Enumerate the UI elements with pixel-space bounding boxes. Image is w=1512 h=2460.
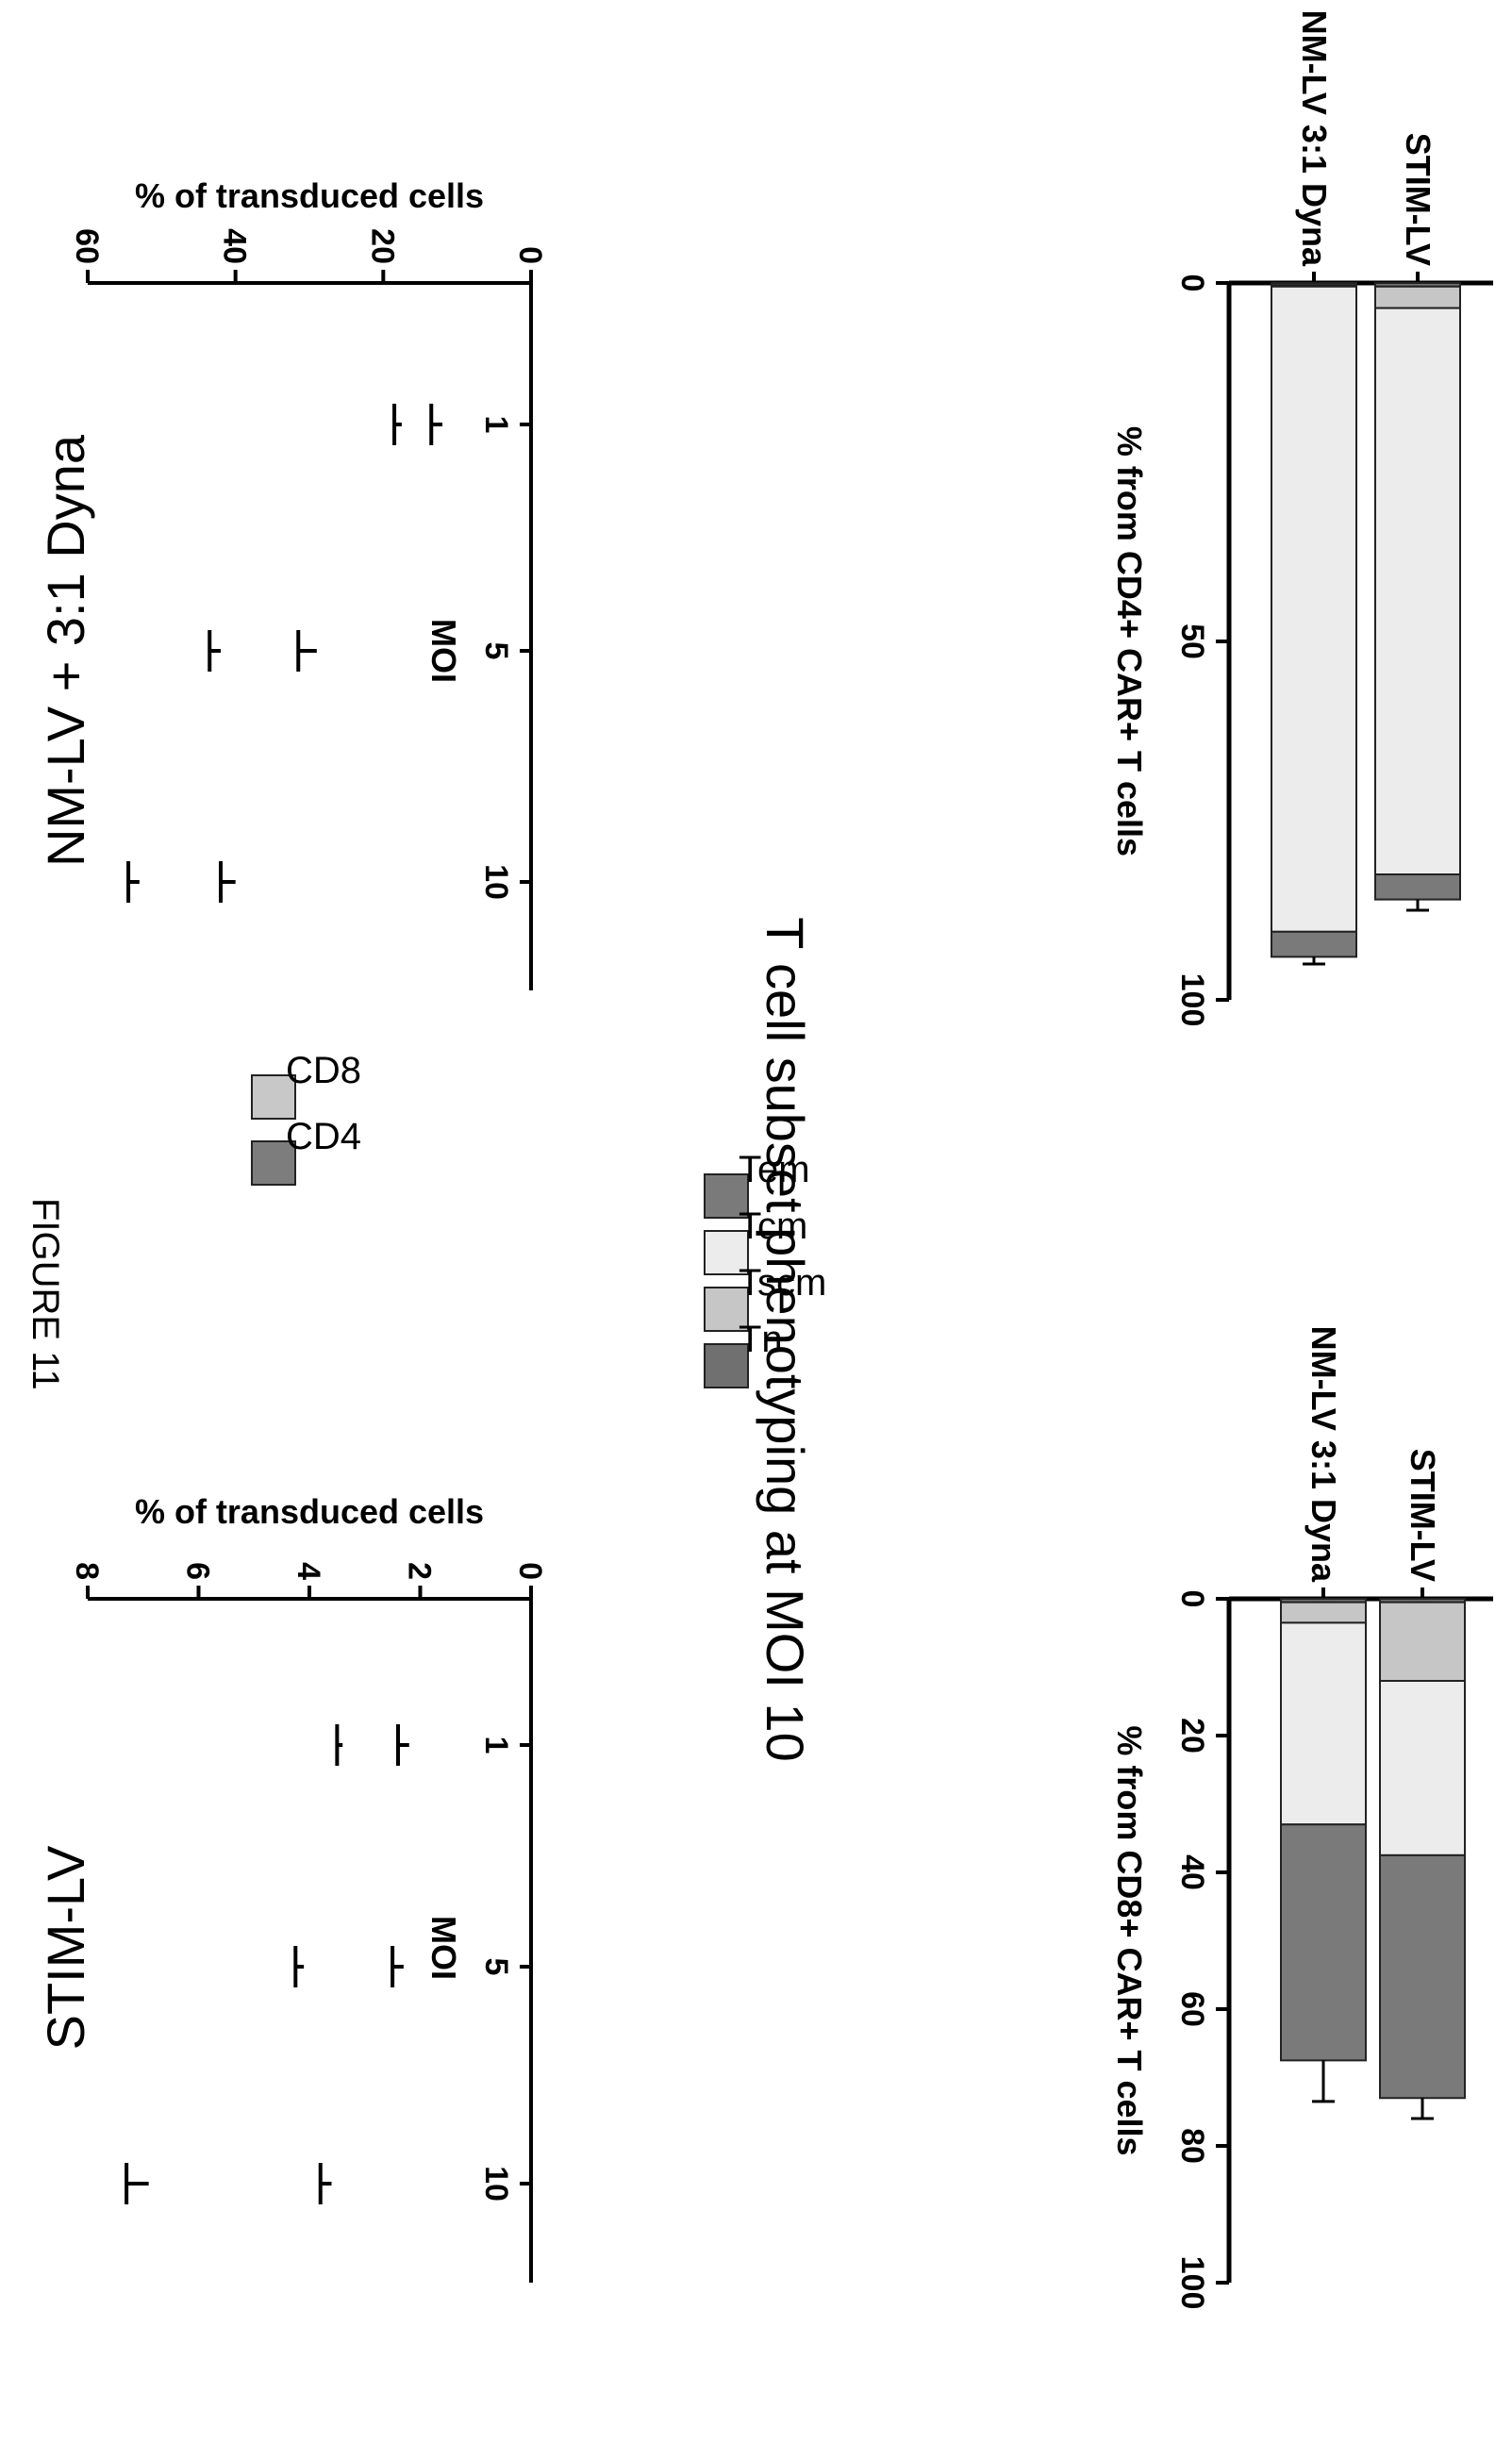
legend-swatch-tscm <box>704 1287 749 1332</box>
category-label-nm-lv-3-1-dyna: NM-LV 3:1 Dyna <box>1295 10 1334 267</box>
x-tick-label: 40 <box>1174 1854 1210 1890</box>
bar-tscm-stim-lv <box>1379 1601 1466 1682</box>
x-axis-label: % from CD8+ CAR+ T cells <box>1110 1725 1149 2155</box>
center-title: T cell subset phenotyping at MOI 10 <box>756 917 815 1761</box>
bar-tem-nm-lv-3-1-dyna <box>1271 930 1357 958</box>
legend-swatch-cd8 <box>251 1074 296 1120</box>
bar-tcm-nm-lv-3-1-dyna <box>1271 285 1357 933</box>
x-tick-label: 0 <box>1174 274 1210 292</box>
x-tick-label: 1 <box>478 416 514 434</box>
x-tick-label: 60 <box>1174 1991 1210 2027</box>
legend-label-tn: Tn <box>739 1319 783 1360</box>
category-label-stim-lv: STIM-LV <box>1404 1449 1442 1582</box>
chart-stimlv-transduced: STIM-LV 0 2 4 6 8 % of transduced cells MOI 1 5 10 <box>36 1492 548 2283</box>
x-axis-label: MOI <box>424 619 463 683</box>
chart-title: STIM-LV <box>36 1845 95 2050</box>
x-tick-label: 1 <box>478 1737 514 1754</box>
bar-tem-nm-lv-3-1-dyna <box>1280 1823 1367 2062</box>
legend-subsets: Tem Tcm Tscm Tn <box>704 1149 826 1388</box>
x-tick-label: 5 <box>478 1958 514 1976</box>
x-tick-label: 10 <box>478 864 514 900</box>
legend-swatch-tcm <box>704 1230 749 1275</box>
y-axis-label: % of transduced cells <box>135 176 484 215</box>
x-tick-label: 100 <box>1174 2256 1210 2310</box>
x-tick-label: 100 <box>1174 973 1210 1027</box>
x-tick-label: 20 <box>1174 1718 1210 1754</box>
chart-cd4-subsets: 0 50 100 % from CD4+ CAR+ T cells NM-LV 3:1 … <box>1110 10 1493 1027</box>
x-tick-label: 0 <box>1174 1590 1210 1608</box>
category-label-stim-lv: STIM-LV <box>1399 133 1437 266</box>
bar-tscm-nm-lv-3-1-dyna <box>1280 1601 1367 1624</box>
category-label-nm-lv-3-1-dyna: NM-LV 3:1 Dyna <box>1304 1326 1343 1583</box>
figure-label: FIGURE 11 <box>25 1198 66 1390</box>
y-tick-label: 20 <box>364 228 400 264</box>
legend-swatch-tn <box>704 1343 749 1388</box>
y-tick-label: 40 <box>217 228 253 264</box>
y-tick-label: 8 <box>69 1562 105 1580</box>
y-tick-label: 60 <box>69 228 105 264</box>
x-tick-label: 80 <box>1174 2128 1210 2164</box>
bar-tem-stim-lv <box>1374 873 1461 901</box>
y-tick-label: 2 <box>402 1562 438 1580</box>
y-axis-label: % of transduced cells <box>135 1492 484 1531</box>
y-tick-label: 6 <box>180 1562 216 1580</box>
legend-label-cd4: CD4 <box>286 1116 361 1157</box>
x-tick-label: 50 <box>1174 623 1210 659</box>
bar-tcm-nm-lv-3-1-dyna <box>1280 1621 1367 1826</box>
chart-title: NM-LV + 3:1 Dyna <box>36 434 95 867</box>
bar-tcm-stim-lv <box>1374 307 1461 876</box>
legend-cd: CD8 CD4 <box>251 1050 361 1186</box>
x-axis-label: MOI <box>424 1916 463 1980</box>
legend-label-cd8: CD8 <box>286 1050 361 1091</box>
bar-tem-stim-lv <box>1379 1853 1466 2100</box>
legend-swatch-tem <box>704 1173 749 1219</box>
y-tick-label: 0 <box>512 1562 548 1580</box>
chart-nmlv-transduced: NM-LV + 3:1 Dyna 0 20 40 60 % of transduced c… <box>36 176 548 990</box>
x-axis-label: % from CD4+ CAR+ T cells <box>1110 426 1149 856</box>
legend-swatch-cd4 <box>251 1140 296 1186</box>
bar-tcm-stim-lv <box>1379 1680 1466 1856</box>
legend-label-tem: Tem <box>739 1149 810 1190</box>
x-tick-label: 5 <box>478 642 514 660</box>
chart-cd8-subsets: 0 20 40 60 80 100 % from CD8+ CAR+ T cells NM-L… <box>1110 1326 1493 2310</box>
legend-label-tscm: Tscm <box>739 1262 826 1304</box>
y-tick-label: 4 <box>291 1562 326 1580</box>
x-tick-label: 10 <box>478 2166 514 2202</box>
bar-tscm-stim-lv <box>1374 285 1461 309</box>
y-tick-label: 0 <box>512 246 548 264</box>
legend-label-tcm: Tcm <box>739 1205 807 1247</box>
